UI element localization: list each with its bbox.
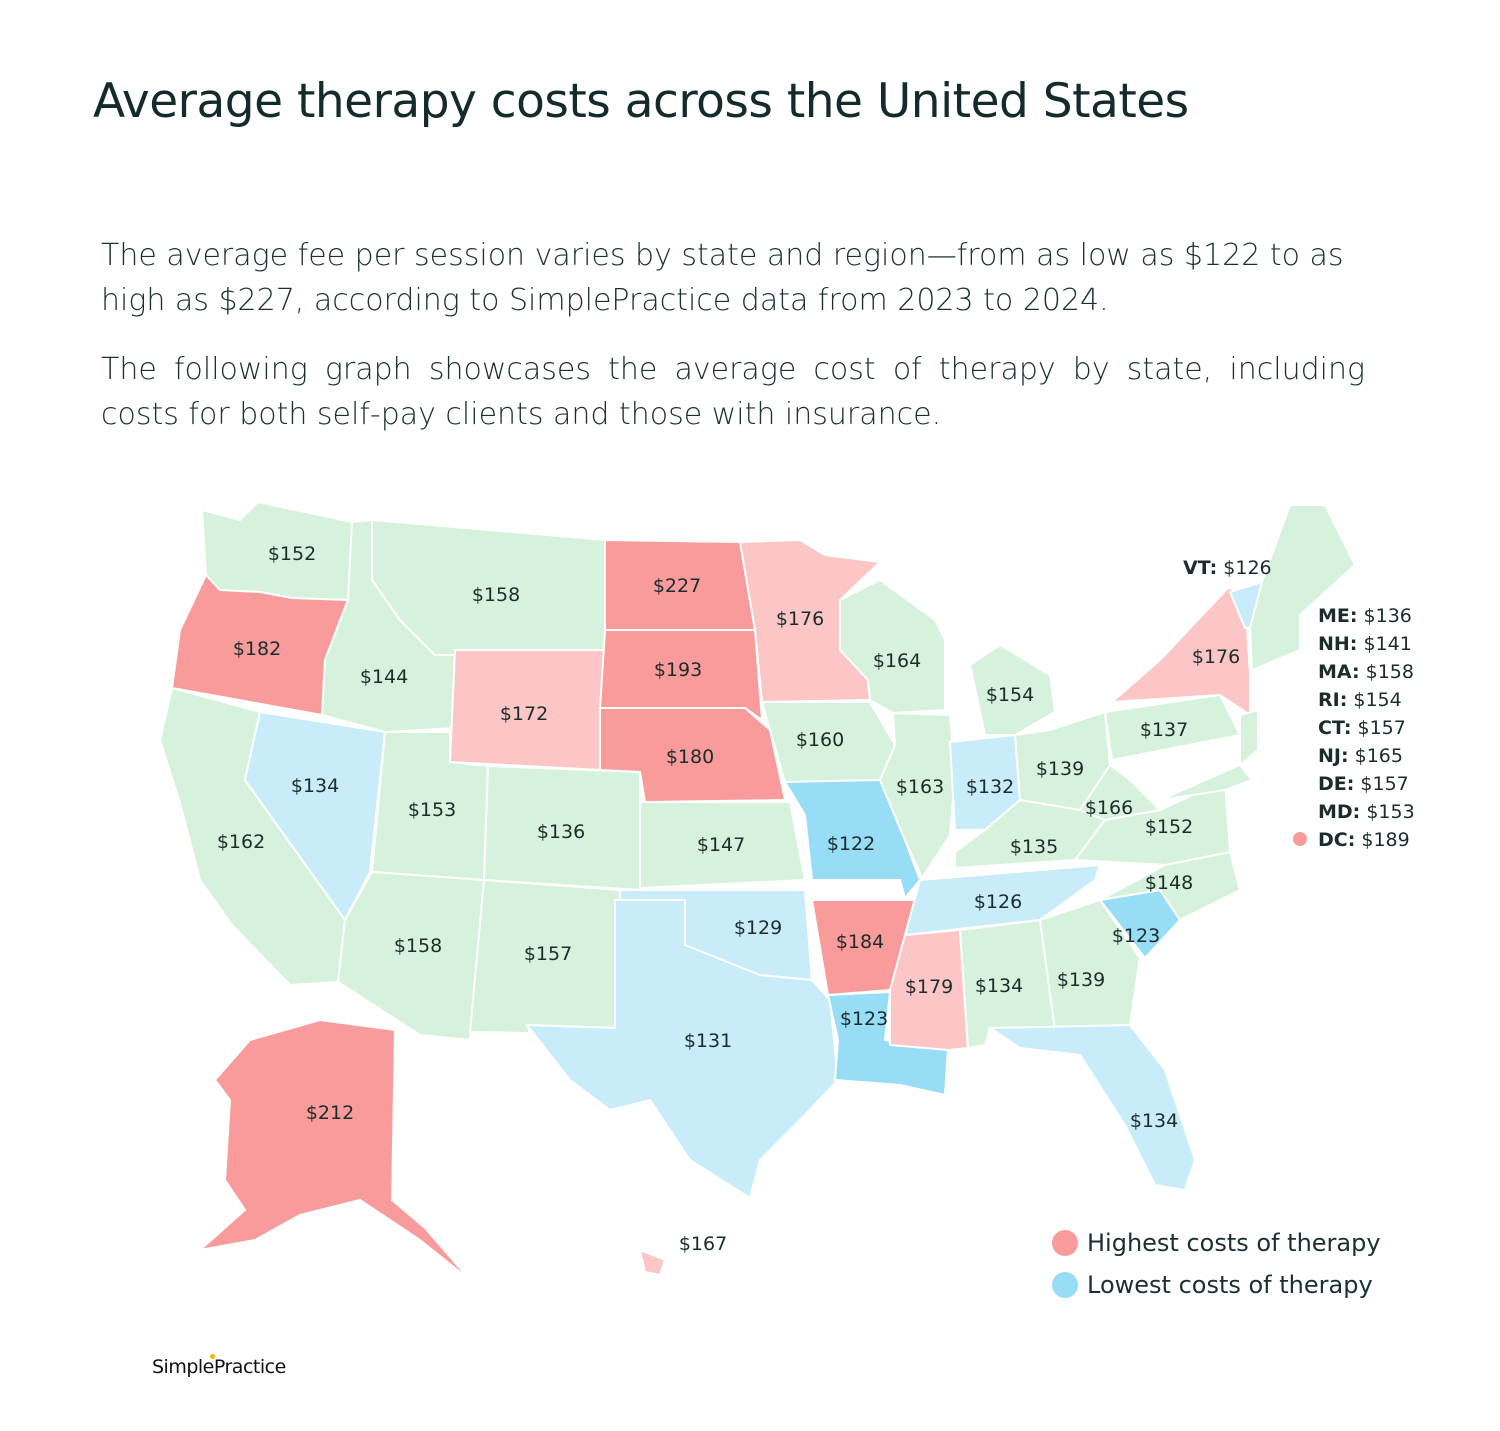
state-label-fl: $134: [1130, 1110, 1178, 1132]
state-ne-corner: [1248, 504, 1357, 672]
state-label-nm: $157: [524, 943, 572, 965]
state-label-hi: $167: [679, 1233, 727, 1255]
state-mdde: [1159, 763, 1254, 801]
state-il: [878, 711, 957, 881]
state-label-wa: $152: [268, 543, 316, 565]
legend-label-highest: Highest costs of therapy: [1087, 1229, 1381, 1257]
state-label-nd: $227: [653, 575, 701, 597]
state-tn: [903, 863, 1102, 937]
legend-item-lowest: Lowest costs of therapy: [1052, 1264, 1381, 1306]
state-label-pa: $137: [1140, 719, 1188, 741]
side-label-md: MD: $153: [1318, 801, 1415, 823]
description-paragraph: The following graph showcases the averag…: [101, 352, 1365, 432]
side-label-nh: NH: $141: [1318, 633, 1412, 655]
state-la: [826, 990, 950, 1097]
state-label-al: $134: [975, 975, 1023, 997]
state-label-ne: $180: [666, 746, 714, 768]
state-label-in: $132: [966, 776, 1014, 798]
state-label-tx: $131: [684, 1030, 732, 1052]
intro-paragraph: The average fee per session varies by st…: [101, 238, 1344, 318]
side-label-ct: CT: $157: [1318, 717, 1406, 739]
state-label-ia: $160: [796, 729, 844, 751]
us-map: $152 $182 $162 $134 $144 $158 $172 $153 $158 $136…: [158, 500, 1415, 1281]
vt-label: VT: $126: [1183, 557, 1272, 579]
state-fl: [986, 1023, 1197, 1192]
brand-logo-text: SimplePractice: [152, 1356, 286, 1378]
state-label-ut: $153: [408, 799, 456, 821]
side-label-dc: DC: $189: [1318, 829, 1410, 851]
side-label-me: ME: $136: [1318, 605, 1412, 627]
state-label-ak: $212: [306, 1102, 354, 1124]
state-label-mt: $158: [472, 584, 520, 606]
state-label-mi: $154: [986, 684, 1034, 706]
state-label-ga: $139: [1057, 969, 1105, 991]
state-label-il: $163: [896, 776, 944, 798]
side-label-nj: NJ: $165: [1318, 745, 1403, 767]
state-label-ky: $135: [1010, 836, 1058, 858]
state-wi: [839, 578, 946, 715]
state-label-sd: $193: [654, 659, 702, 681]
brand-logo: SimplePractice: [152, 1354, 286, 1378]
state-ks: [639, 801, 807, 890]
state-hi: [638, 1248, 667, 1277]
state-label-mn: $176: [776, 608, 824, 630]
state-label-id: $144: [360, 666, 408, 688]
legend-swatch-highest: [1052, 1230, 1078, 1256]
state-label-ms: $179: [905, 976, 953, 998]
state-label-wy: $172: [500, 703, 548, 725]
state-label-oh: $139: [1036, 758, 1084, 780]
map-legend: Highest costs of therapy Lowest costs of…: [1052, 1222, 1381, 1306]
state-label-sc: $123: [1112, 925, 1160, 947]
state-label-ca: $162: [217, 831, 265, 853]
state-label-nv: $134: [291, 775, 339, 797]
side-label-ri: RI: $154: [1318, 689, 1402, 711]
state-label-mo: $122: [827, 833, 875, 855]
state-label-co: $136: [537, 821, 585, 843]
dc-marker-dot: [1293, 832, 1307, 846]
legend-item-highest: Highest costs of therapy: [1052, 1222, 1381, 1264]
state-mi: [968, 643, 1057, 736]
side-label-de: DE: $157: [1318, 773, 1409, 795]
page-title: Average therapy costs across the United …: [93, 74, 1189, 129]
state-label-or: $182: [233, 638, 281, 660]
state-sd: [598, 629, 764, 723]
state-tx: [524, 899, 840, 1200]
state-label-nc: $148: [1145, 872, 1193, 894]
state-ak: [196, 1018, 471, 1281]
state-nj: [1239, 708, 1259, 768]
legend-label-lowest: Lowest costs of therapy: [1087, 1271, 1373, 1299]
state-label-ks: $147: [697, 834, 745, 856]
state-label-wi: $164: [873, 650, 921, 672]
state-label-wv: $166: [1085, 797, 1133, 819]
state-label-ny: $176: [1192, 646, 1240, 668]
state-label-tn: $126: [974, 891, 1022, 913]
state-label-la: $123: [840, 1008, 888, 1030]
brand-logo-dot: [210, 1354, 215, 1359]
state-label-va: $152: [1145, 816, 1193, 838]
state-wv: [1078, 763, 1163, 822]
side-label-ma: MA: $158: [1318, 661, 1414, 683]
legend-swatch-lowest: [1052, 1272, 1078, 1298]
state-ny: [1109, 586, 1251, 717]
state-label-ar: $184: [836, 931, 884, 953]
state-label-az: $158: [394, 935, 442, 957]
state-ga: [1038, 898, 1142, 1032]
state-label-ok: $129: [734, 917, 782, 939]
